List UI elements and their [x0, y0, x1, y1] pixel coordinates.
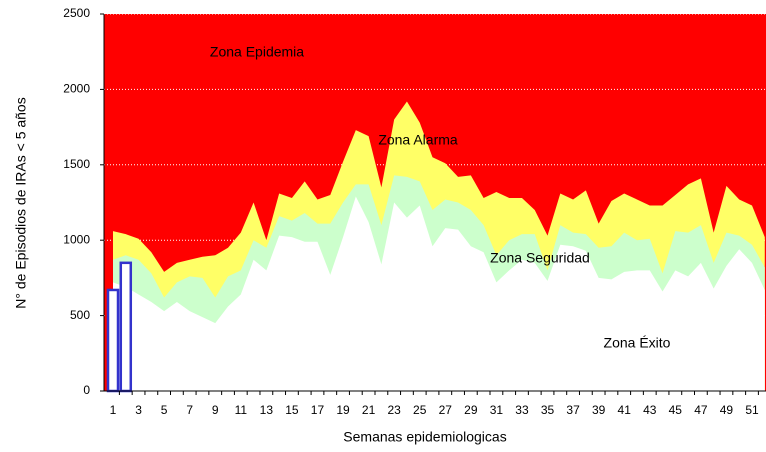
bar [106, 288, 120, 393]
area [113, 196, 765, 391]
x-tick-label: 39 [592, 403, 606, 417]
y-tick-label: 1500 [63, 157, 90, 171]
x-tick-label: 35 [541, 403, 555, 417]
x-tick-label: 49 [720, 403, 734, 417]
y-tick-label: 500 [70, 308, 90, 322]
x-tick-label: 9 [212, 403, 219, 417]
y-tick-label: 1000 [63, 232, 90, 246]
x-tick-label: 5 [161, 403, 168, 417]
x-tick-label: 43 [643, 403, 657, 417]
x-tick-label: 13 [260, 403, 274, 417]
x-tick-label: 19 [336, 403, 350, 417]
x-tick-label: 41 [618, 403, 632, 417]
y-tick-label: 2500 [63, 6, 90, 20]
y-tick-label: 2000 [63, 82, 90, 96]
x-tick-label: 29 [464, 403, 478, 417]
annotation: Zona Epidemia [210, 44, 304, 60]
annotation: Zona Seguridad [490, 250, 590, 266]
x-tick-label: 27 [439, 403, 453, 417]
y-axis-label: N° de Episodios de IRAs < 5 años [13, 97, 29, 308]
x-tick-label: 17 [311, 403, 325, 417]
x-tick-label: 37 [566, 403, 580, 417]
x-tick-label: 47 [694, 403, 708, 417]
x-tick-label: 11 [235, 403, 248, 417]
bar [119, 261, 133, 393]
x-tick-label: 33 [515, 403, 529, 417]
x-tick-label: 15 [285, 403, 299, 417]
x-tick-label: 3 [135, 403, 142, 417]
x-tick-label: 21 [362, 403, 376, 417]
annotation: Zona Alarma [378, 132, 458, 148]
x-tick-label: 1 [110, 403, 117, 417]
x-tick-label: 51 [745, 403, 759, 417]
x-tick-label: 31 [490, 403, 504, 417]
y-tick-label: 0 [83, 383, 90, 397]
x-tick-label: 25 [413, 403, 427, 417]
x-axis-label: Semanas epidemiologicas [343, 429, 506, 445]
x-tick-label: 7 [186, 403, 193, 417]
annotation: Zona Éxito [604, 335, 671, 351]
x-tick-label: 23 [387, 403, 401, 417]
x-tick-label: 45 [669, 403, 683, 417]
